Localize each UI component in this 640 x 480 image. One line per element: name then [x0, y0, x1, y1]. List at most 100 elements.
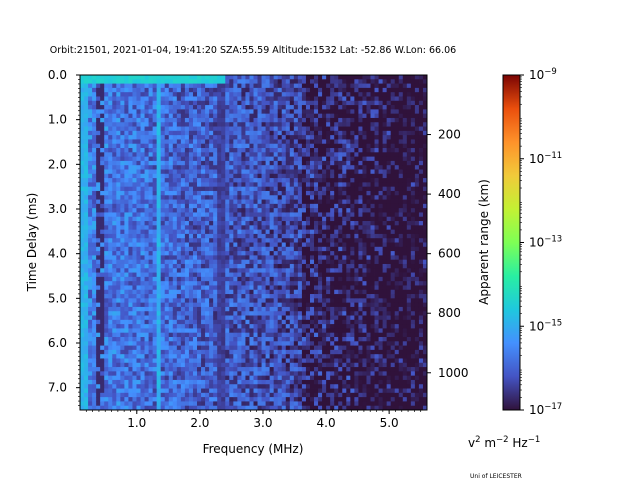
heatmap-cell	[172, 345, 178, 351]
heatmap-cell	[116, 139, 121, 145]
heatmap-cell	[314, 109, 319, 115]
heatmap-cell	[160, 225, 166, 231]
heatmap-cell	[318, 122, 323, 127]
heatmap-cell	[108, 341, 113, 346]
heatmap-cell	[88, 156, 93, 162]
heatmap-cell	[172, 135, 178, 140]
heatmap-cell	[237, 354, 242, 359]
heatmap-cell	[277, 384, 283, 389]
heatmap-cell	[273, 195, 279, 200]
heatmap-cell	[213, 122, 218, 127]
heatmap-cell	[124, 384, 129, 389]
heatmap-cell	[148, 229, 154, 235]
heatmap-cell	[164, 221, 170, 226]
heatmap-cell	[164, 401, 170, 407]
heatmap-cell	[188, 100, 194, 106]
heatmap-cell	[160, 336, 166, 342]
heatmap-cell	[180, 152, 186, 157]
heatmap-cell	[257, 148, 262, 153]
heatmap-cell	[257, 298, 262, 304]
heatmap-cell	[289, 242, 295, 248]
heatmap-cell	[326, 216, 331, 222]
heatmap-cell	[217, 276, 222, 282]
heatmap-cell	[180, 259, 186, 265]
heatmap-cell	[184, 203, 190, 209]
heatmap-cell	[192, 100, 198, 106]
heatmap-cell	[160, 92, 166, 97]
heatmap-cell	[261, 182, 266, 188]
heatmap-cell	[108, 199, 113, 205]
heatmap-cell	[205, 199, 210, 205]
heatmap-cell	[253, 397, 258, 402]
heatmap-cell	[261, 109, 266, 115]
heatmap-cell	[188, 199, 194, 205]
heatmap-cell	[269, 332, 275, 338]
heatmap-cell	[233, 242, 238, 248]
heatmap-cell	[277, 341, 283, 346]
heatmap-cell	[273, 246, 279, 252]
heatmap-cell	[112, 109, 117, 115]
heatmap-cell	[241, 233, 246, 239]
heatmap-cell	[301, 401, 307, 407]
heatmap-cell	[201, 285, 206, 291]
heatmap-cell	[108, 324, 113, 329]
heatmap-cell	[229, 139, 234, 145]
heatmap-cell	[152, 190, 158, 196]
heatmap-cell	[136, 135, 141, 140]
heatmap-cell	[156, 263, 162, 269]
heatmap-cell	[273, 259, 279, 265]
heatmap-cell	[209, 242, 214, 248]
heatmap-cell	[241, 281, 246, 286]
heatmap-cell	[164, 289, 170, 295]
heatmap-cell	[233, 190, 238, 196]
heatmap-cell	[297, 173, 303, 179]
heatmap-cell	[180, 405, 186, 410]
heatmap-cell	[318, 294, 323, 299]
heatmap-cell	[233, 126, 238, 132]
heatmap-cell	[164, 203, 170, 209]
heatmap-cell	[257, 225, 262, 231]
heatmap-cell	[225, 229, 230, 235]
heatmap-cell	[197, 379, 202, 385]
heatmap-cell	[176, 268, 182, 273]
heatmap-cell	[293, 328, 299, 334]
heatmap-cell	[132, 135, 137, 140]
heatmap-cell	[225, 302, 230, 308]
heatmap-cell	[314, 182, 319, 188]
heatmap-cell	[273, 130, 279, 136]
heatmap-cell	[265, 233, 271, 239]
heatmap-cell	[144, 367, 149, 372]
heatmap-cell	[318, 285, 323, 291]
heatmap-cell	[144, 182, 149, 188]
heatmap-cell	[330, 401, 335, 407]
heatmap-cell	[318, 130, 323, 136]
heatmap-cell	[197, 221, 202, 226]
heatmap-cell	[100, 117, 105, 123]
heatmap-cell	[132, 122, 137, 127]
heatmap-cell	[305, 105, 311, 110]
heatmap-cell	[88, 311, 93, 316]
heatmap-cell	[92, 298, 97, 304]
heatmap-cell	[172, 263, 178, 269]
heatmap-cell	[334, 289, 339, 295]
heatmap-cell	[297, 319, 303, 325]
heatmap-cell	[201, 392, 206, 398]
heatmap-cell	[253, 302, 258, 308]
heatmap-cell	[184, 345, 190, 351]
heatmap-cell	[225, 272, 230, 278]
heatmap-cell	[305, 122, 311, 127]
heatmap-cell	[221, 276, 226, 282]
heatmap-cell	[229, 328, 234, 334]
heatmap-cell	[140, 289, 145, 295]
heatmap-cell	[128, 182, 133, 188]
heatmap-cell	[104, 79, 109, 84]
heatmap-cell	[192, 319, 198, 325]
heatmap-cell	[80, 341, 85, 346]
heatmap-cell	[217, 392, 222, 398]
heatmap-cell	[245, 152, 250, 157]
heatmap-cell	[84, 349, 89, 355]
heatmap-cell	[120, 328, 125, 334]
heatmap-cell	[140, 105, 145, 110]
heatmap-cell	[84, 233, 89, 239]
heatmap-cell	[132, 319, 137, 325]
